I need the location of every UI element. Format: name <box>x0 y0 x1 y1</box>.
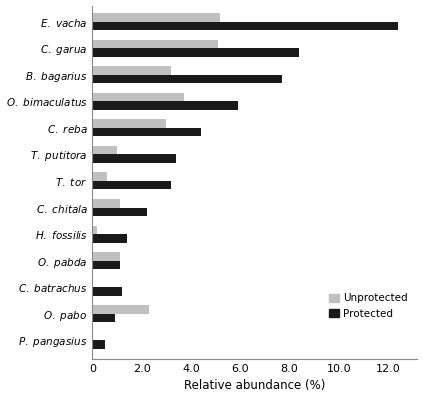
Bar <box>93 119 166 128</box>
Bar <box>93 39 218 48</box>
Bar <box>93 75 282 83</box>
Bar <box>93 181 171 189</box>
Bar <box>93 146 117 154</box>
Bar <box>93 234 127 243</box>
Bar <box>93 21 398 30</box>
Bar <box>93 66 171 75</box>
Bar <box>93 13 220 21</box>
Bar <box>93 252 120 261</box>
Bar <box>93 287 122 296</box>
Bar <box>93 261 120 269</box>
Bar <box>93 314 115 322</box>
Bar <box>93 305 149 314</box>
Legend: Unprotected, Protected: Unprotected, Protected <box>325 289 412 323</box>
Bar <box>93 207 147 216</box>
Bar <box>93 48 299 57</box>
Bar <box>93 340 105 349</box>
Bar <box>93 172 107 181</box>
X-axis label: Relative abundance (%): Relative abundance (%) <box>184 379 326 392</box>
Bar <box>93 199 120 207</box>
Bar <box>93 93 184 101</box>
Bar <box>93 226 97 234</box>
Bar <box>93 101 238 110</box>
Bar <box>93 128 201 136</box>
Bar <box>93 154 176 163</box>
